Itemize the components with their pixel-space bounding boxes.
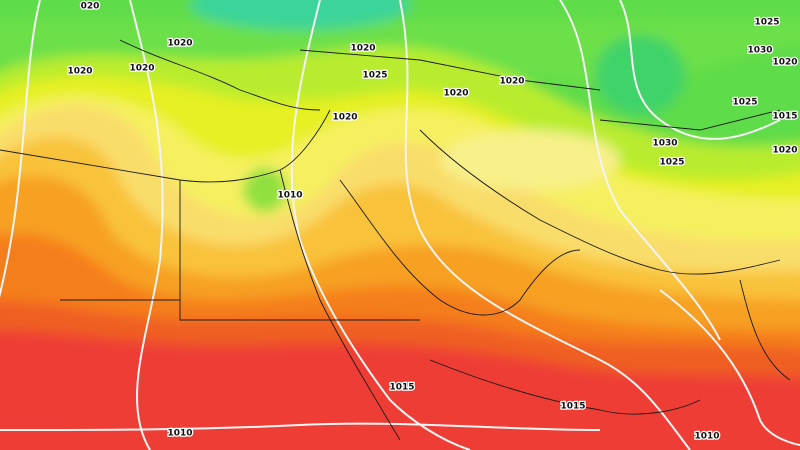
isobar-label: 1030	[652, 139, 677, 149]
isobar-label: 1020	[67, 67, 92, 77]
isobar-label: 1020	[772, 58, 797, 68]
isobar-label: 1025	[659, 158, 684, 168]
isobar-label: 1020	[499, 77, 524, 87]
coastlines	[0, 39, 791, 441]
isobar-label: 1025	[732, 98, 757, 108]
isobar-label: 1020	[772, 146, 797, 156]
isobar-label: 1030	[747, 46, 772, 56]
isobar-label: 1015	[772, 112, 797, 122]
isobar-label: 1025	[754, 18, 779, 28]
isobar-label: 1020	[167, 39, 192, 49]
isobar-label: 1010	[167, 429, 192, 439]
isobar-label: 1010	[277, 191, 302, 201]
isobar-label: 1020	[332, 113, 357, 123]
isobar-label: 1020	[129, 64, 154, 74]
isobar-label: 1025	[362, 71, 387, 81]
isobar-label: 1020	[443, 89, 468, 99]
isobar-label: 1015	[389, 383, 414, 393]
isobar-label: 1015	[560, 402, 585, 412]
isobar-labels: 020 1020 1020 1020 1020 1025 1020 1020 1…	[66, 0, 799, 443]
isobar-label: 1020	[350, 44, 375, 54]
isobar-label: 1010	[694, 432, 719, 442]
isobar-label: 020	[81, 2, 100, 12]
